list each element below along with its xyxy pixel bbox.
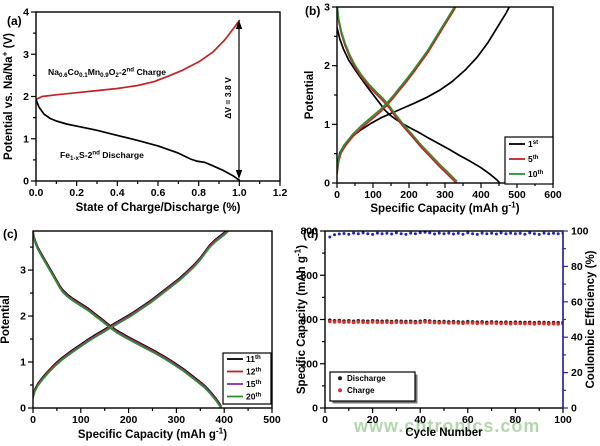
svg-text:Specific Capacity (mAh g-1): Specific Capacity (mAh g-1) bbox=[294, 245, 308, 394]
svg-text:3: 3 bbox=[324, 2, 330, 14]
svg-text:400: 400 bbox=[215, 414, 233, 426]
svg-text:400: 400 bbox=[472, 189, 490, 201]
svg-text:200: 200 bbox=[300, 358, 318, 370]
svg-text:Specific Capacity (mAh g-1): Specific Capacity (mAh g-1) bbox=[78, 427, 227, 441]
svg-text:400: 400 bbox=[300, 314, 318, 326]
svg-text:(d): (d) bbox=[303, 227, 318, 241]
svg-text:0: 0 bbox=[20, 403, 26, 415]
panel-b-chart: 0 100 200 300 400 500 600 0 1 2 3 Specific Capacity… bbox=[304, 2, 562, 216]
svg-text:Fe1-xS-2nd Discharge: Fe1-xS-2nd Discharge bbox=[60, 150, 144, 162]
svg-text:Discharge: Discharge bbox=[347, 374, 386, 383]
panel-c-chart: 0 100 200 300 400 500 0 1 2 3 Specific Capacity (m… bbox=[0, 227, 281, 441]
svg-text:0.6: 0.6 bbox=[151, 187, 166, 199]
svg-text:0: 0 bbox=[334, 189, 340, 201]
svg-text:State of Charge/Discharge (%): State of Charge/Discharge (%) bbox=[76, 202, 241, 214]
svg-text:(a): (a) bbox=[7, 14, 22, 28]
svg-text:200: 200 bbox=[120, 414, 138, 426]
svg-text:12th: 12th bbox=[246, 366, 262, 376]
svg-text:0.4: 0.4 bbox=[110, 187, 125, 199]
svg-text:0.2: 0.2 bbox=[69, 187, 84, 199]
svg-text:600: 600 bbox=[300, 270, 318, 282]
svg-text:Coulombic Efficiency (%): Coulombic Efficiency (%) bbox=[585, 250, 597, 388]
svg-text:(b): (b) bbox=[305, 4, 320, 18]
svg-text:0: 0 bbox=[571, 403, 577, 415]
svg-text:500: 500 bbox=[263, 414, 281, 426]
svg-text:600: 600 bbox=[544, 189, 562, 201]
svg-text:Potential: Potential bbox=[0, 295, 12, 344]
svg-text:Cycle Number: Cycle Number bbox=[405, 427, 483, 439]
panel-d-chart: 0 20 40 60 80 1000200400600800020406080100Cyc… bbox=[294, 226, 597, 440]
svg-text:2: 2 bbox=[324, 60, 330, 72]
svg-text:2: 2 bbox=[20, 311, 26, 323]
svg-text:(c): (c) bbox=[3, 227, 18, 241]
svg-text:1.2: 1.2 bbox=[273, 187, 288, 199]
svg-text:300: 300 bbox=[168, 414, 186, 426]
svg-text:20: 20 bbox=[571, 367, 583, 379]
svg-text:0.0: 0.0 bbox=[29, 187, 44, 199]
svg-text:0: 0 bbox=[23, 176, 29, 188]
svg-text:20: 20 bbox=[367, 414, 379, 426]
svg-text:Specific Capacity (mAh g-1): Specific Capacity (mAh g-1) bbox=[370, 201, 519, 215]
svg-text:80: 80 bbox=[571, 261, 583, 273]
svg-text:5th: 5th bbox=[528, 154, 539, 164]
svg-text:100: 100 bbox=[554, 414, 572, 426]
svg-text:15th: 15th bbox=[246, 379, 262, 389]
svg-text:40: 40 bbox=[414, 414, 426, 426]
svg-text:4: 4 bbox=[23, 7, 29, 19]
svg-text:0: 0 bbox=[322, 414, 328, 426]
svg-text:3: 3 bbox=[20, 265, 26, 277]
svg-text:80: 80 bbox=[510, 414, 522, 426]
svg-text:Potential: Potential bbox=[304, 71, 316, 120]
svg-text:3: 3 bbox=[23, 49, 29, 61]
svg-text:100: 100 bbox=[364, 189, 382, 201]
svg-text:800: 800 bbox=[300, 226, 318, 238]
watermark: www.cntronics.com bbox=[354, 416, 541, 436]
svg-text:Potential vs. Na/Na+ (V): Potential vs. Na/Na+ (V) bbox=[1, 33, 15, 160]
svg-text:100: 100 bbox=[72, 414, 90, 426]
svg-text:20th: 20th bbox=[246, 391, 262, 401]
svg-text:1: 1 bbox=[20, 357, 26, 369]
svg-text:500: 500 bbox=[508, 189, 526, 201]
svg-text:ΔV = 3.8 V: ΔV = 3.8 V bbox=[223, 77, 233, 119]
svg-text:300: 300 bbox=[436, 189, 454, 201]
svg-text:0: 0 bbox=[30, 414, 36, 426]
svg-text:2: 2 bbox=[23, 91, 29, 103]
svg-text:0: 0 bbox=[324, 178, 330, 190]
svg-text:1st: 1st bbox=[528, 139, 538, 149]
svg-text:1.0: 1.0 bbox=[232, 187, 247, 199]
svg-text:1: 1 bbox=[324, 119, 330, 131]
svg-text:0: 0 bbox=[312, 403, 318, 415]
svg-text:40: 40 bbox=[571, 332, 583, 344]
svg-text:Na0.6Co0.1Mn0.9O2-2nd Charge: Na0.6Co0.1Mn0.9O2-2nd Charge bbox=[48, 67, 166, 79]
svg-text:11th: 11th bbox=[246, 354, 261, 364]
svg-text:100: 100 bbox=[571, 226, 589, 238]
svg-text:10th: 10th bbox=[528, 169, 544, 179]
svg-text:Charge: Charge bbox=[347, 386, 375, 395]
panel-a-chart: 0.0 0.2 0.4 0.6 0.8 1.0 1.2 0 1 2 3 4 State of Charg… bbox=[1, 7, 288, 215]
svg-text:200: 200 bbox=[400, 189, 418, 201]
svg-text:0.8: 0.8 bbox=[191, 187, 206, 199]
svg-text:60: 60 bbox=[462, 414, 474, 426]
svg-text:1: 1 bbox=[23, 133, 29, 145]
svg-text:60: 60 bbox=[571, 296, 583, 308]
